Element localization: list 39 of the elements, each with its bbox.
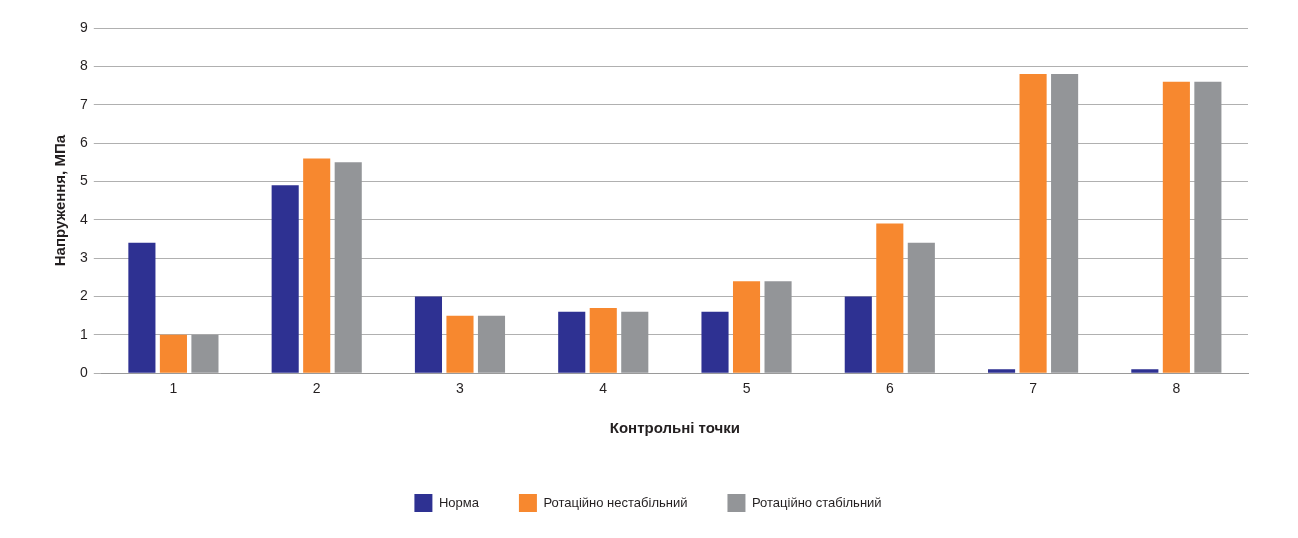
bar [1162,81,1190,373]
x-tick-label: 7 [1029,380,1038,397]
y-tick-label: 3 [79,248,88,265]
legend-label: Ротаційно стабільний [751,494,882,510]
x-axis-title: Контрольні точки [609,419,740,437]
x-tick-label: 5 [742,380,751,397]
y-tick-label: 7 [79,95,88,112]
y-axis-title: Напруження, МПа [51,134,69,267]
y-tick-label: 5 [79,172,88,189]
bar [446,315,474,373]
bar [128,242,156,373]
x-tick-label: 6 [885,380,894,397]
y-tick-label: 2 [79,287,88,304]
bar [988,369,1016,373]
x-tick-label: 8 [1172,380,1181,397]
x-tick-label: 2 [312,380,321,397]
bar [1131,369,1159,373]
y-tick-label: 9 [79,18,88,35]
legend-label: Ротаційно нестабільний [543,494,688,510]
y-tick-label: 0 [79,364,88,381]
bar [844,296,872,373]
x-tick-label: 4 [599,380,608,397]
x-tick-label: 1 [169,380,178,397]
bar [303,158,331,373]
bar [732,281,761,373]
bar [589,308,617,373]
y-tick-label: 4 [79,210,88,227]
bar [1019,74,1047,373]
x-tick-label: 3 [456,380,465,397]
bar [701,311,729,373]
y-tick-label: 6 [79,133,88,150]
bar [414,296,443,373]
legend-label: Норма [438,494,480,510]
bar [271,185,299,373]
bar [159,334,187,373]
bar [876,223,904,373]
y-tick-label: 8 [79,57,88,74]
y-tick-label: 1 [79,325,88,342]
bar [558,311,586,373]
